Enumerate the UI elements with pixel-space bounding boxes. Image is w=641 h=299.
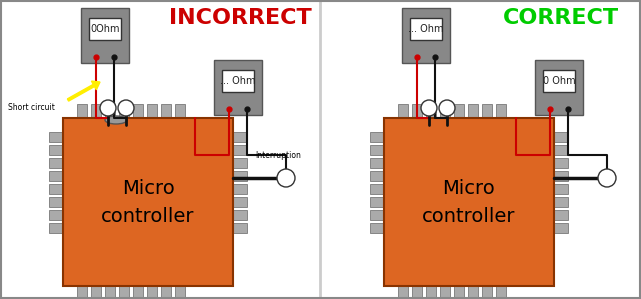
- Circle shape: [421, 100, 437, 116]
- Bar: [370, 171, 384, 181]
- Circle shape: [118, 100, 134, 116]
- Text: 0 Ohm: 0 Ohm: [543, 76, 576, 86]
- Bar: [49, 184, 63, 194]
- Bar: [412, 286, 422, 299]
- Bar: [543, 70, 575, 92]
- Bar: [370, 132, 384, 142]
- Bar: [233, 145, 247, 155]
- Bar: [147, 104, 157, 118]
- Circle shape: [598, 169, 616, 187]
- Bar: [554, 184, 568, 194]
- Bar: [233, 184, 247, 194]
- Bar: [133, 286, 143, 299]
- Bar: [147, 286, 157, 299]
- Bar: [119, 104, 129, 118]
- Text: CORRECT: CORRECT: [503, 8, 619, 28]
- Bar: [105, 104, 115, 118]
- Bar: [214, 60, 262, 115]
- Bar: [63, 118, 233, 286]
- Bar: [412, 104, 422, 118]
- Bar: [554, 171, 568, 181]
- Bar: [89, 18, 121, 40]
- Bar: [454, 286, 464, 299]
- Text: Micro
controller: Micro controller: [422, 179, 516, 225]
- Bar: [384, 118, 554, 286]
- Bar: [468, 286, 478, 299]
- Ellipse shape: [105, 116, 127, 124]
- Bar: [482, 286, 492, 299]
- Bar: [175, 104, 185, 118]
- Bar: [554, 145, 568, 155]
- Bar: [468, 104, 478, 118]
- Circle shape: [277, 169, 295, 187]
- Text: 0Ohm: 0Ohm: [90, 24, 120, 34]
- Bar: [496, 286, 506, 299]
- Bar: [175, 286, 185, 299]
- Bar: [222, 70, 254, 92]
- Bar: [233, 197, 247, 207]
- Bar: [554, 197, 568, 207]
- Bar: [49, 197, 63, 207]
- Circle shape: [100, 100, 116, 116]
- Bar: [233, 223, 247, 233]
- Bar: [370, 145, 384, 155]
- Bar: [554, 210, 568, 220]
- Text: INCORRECT: INCORRECT: [169, 8, 312, 28]
- Text: ... Ohm: ... Ohm: [408, 24, 444, 34]
- Bar: [233, 132, 247, 142]
- Bar: [105, 286, 115, 299]
- Bar: [233, 158, 247, 168]
- Bar: [370, 197, 384, 207]
- Bar: [398, 286, 408, 299]
- Bar: [233, 210, 247, 220]
- Bar: [440, 104, 450, 118]
- Bar: [161, 104, 171, 118]
- Bar: [398, 104, 408, 118]
- Bar: [554, 158, 568, 168]
- Bar: [49, 145, 63, 155]
- Text: ... Ohm: ... Ohm: [221, 76, 256, 86]
- Bar: [370, 184, 384, 194]
- Bar: [49, 132, 63, 142]
- Bar: [402, 8, 450, 63]
- Bar: [119, 286, 129, 299]
- Bar: [410, 18, 442, 40]
- Bar: [161, 286, 171, 299]
- Bar: [91, 104, 101, 118]
- Bar: [554, 132, 568, 142]
- Text: Micro
controller: Micro controller: [101, 179, 195, 225]
- Bar: [440, 286, 450, 299]
- Bar: [77, 286, 87, 299]
- Bar: [426, 286, 436, 299]
- Bar: [554, 223, 568, 233]
- Bar: [81, 8, 129, 63]
- Bar: [49, 158, 63, 168]
- Bar: [91, 286, 101, 299]
- Bar: [49, 210, 63, 220]
- Bar: [370, 210, 384, 220]
- Text: Interruption: Interruption: [255, 150, 301, 159]
- Bar: [454, 104, 464, 118]
- Bar: [370, 223, 384, 233]
- Bar: [49, 223, 63, 233]
- Bar: [77, 104, 87, 118]
- Bar: [535, 60, 583, 115]
- Circle shape: [439, 100, 455, 116]
- Bar: [49, 171, 63, 181]
- Bar: [133, 104, 143, 118]
- Bar: [370, 158, 384, 168]
- Bar: [233, 171, 247, 181]
- Bar: [496, 104, 506, 118]
- Bar: [482, 104, 492, 118]
- Text: Short circuit: Short circuit: [8, 103, 55, 112]
- Bar: [426, 104, 436, 118]
- FancyArrow shape: [67, 81, 100, 101]
